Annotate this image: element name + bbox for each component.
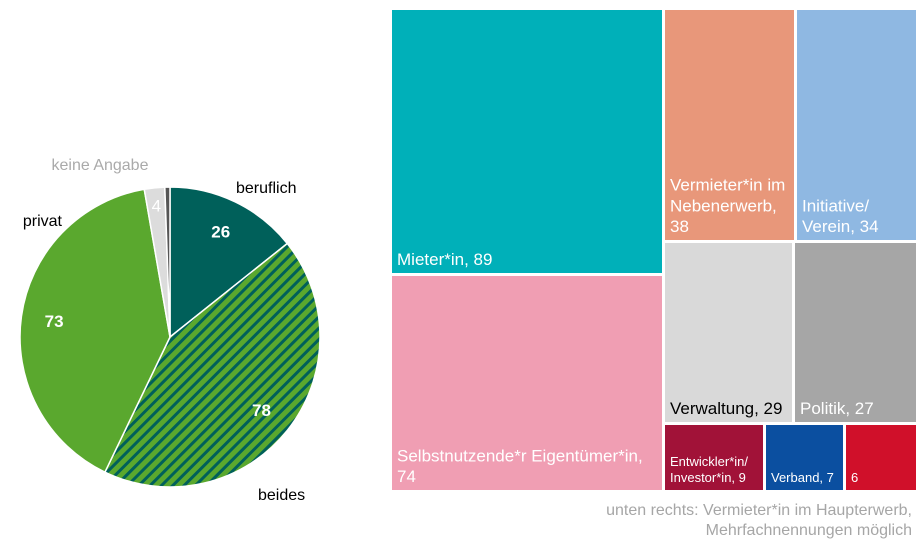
pie-slice bbox=[19, 188, 171, 474]
tile-label: Verwaltung, 29 bbox=[670, 399, 782, 418]
treemap-tile bbox=[846, 425, 916, 490]
slice-value-label: 73 bbox=[45, 312, 64, 331]
tile-label: Entwickler*in/ Investor*in, 9 bbox=[670, 454, 752, 485]
treemap-tile bbox=[665, 10, 794, 240]
slice-value-label: 26 bbox=[211, 223, 230, 242]
tile-label: Selbstnutzende*r Eigentümer*in, 74 bbox=[397, 446, 647, 486]
pie-slice bbox=[103, 242, 321, 488]
pie-slice bbox=[169, 186, 289, 339]
slice-category-label: beruflich bbox=[236, 180, 296, 197]
slice-category-label: beides bbox=[258, 487, 305, 504]
tile-label: 6 bbox=[851, 470, 858, 485]
treemap-tile bbox=[665, 425, 763, 490]
tile-label: Mieter*in, 89 bbox=[397, 250, 492, 269]
treemap-tile bbox=[795, 243, 916, 422]
tile-label: Verband, 7 bbox=[771, 470, 834, 485]
treemap-tile bbox=[665, 243, 792, 422]
slice-value-label: 78 bbox=[252, 401, 271, 420]
tile-label: Politik, 27 bbox=[800, 399, 874, 418]
tile-label: Vermieter*in im Nebenerwerb, 38 bbox=[670, 176, 790, 236]
slice-value-label: 4 bbox=[152, 197, 161, 216]
treemap-tile bbox=[392, 276, 662, 490]
tile-label: Initiative/ Verein, 34 bbox=[802, 196, 879, 236]
treemap-tile bbox=[766, 425, 843, 490]
footnote: unten rechts: Vermieter*in im Haupterwer… bbox=[606, 502, 912, 519]
slice-category-label: keine Angabe bbox=[52, 157, 149, 174]
pie-slice bbox=[164, 186, 171, 338]
slice-category-label: privat bbox=[23, 213, 63, 230]
footnote: Mehrfachnennungen möglich bbox=[706, 522, 912, 539]
treemap-tile bbox=[392, 10, 662, 273]
treemap-tile bbox=[797, 10, 916, 240]
